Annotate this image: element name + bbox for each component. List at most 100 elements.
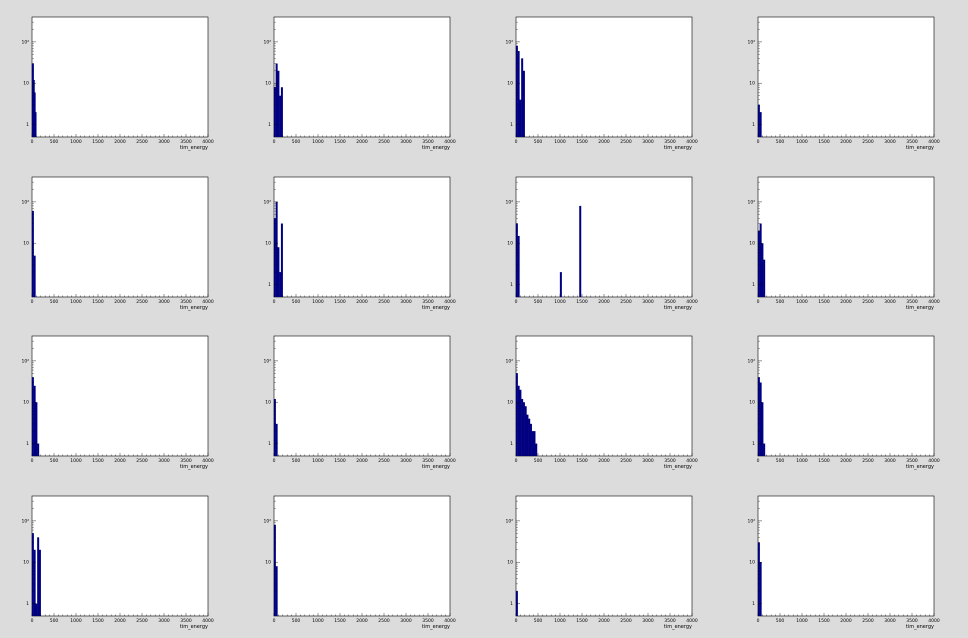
x-tick-label: 1000 xyxy=(312,618,324,624)
x-tick-label: 3000 xyxy=(642,299,654,305)
histogram-bin xyxy=(522,70,525,137)
plot-frame xyxy=(31,495,209,616)
x-tick-label: 0 xyxy=(31,299,34,305)
histogram-bin xyxy=(35,603,38,616)
y-tick-label: 1 xyxy=(26,601,29,607)
x-tick-label: 1000 xyxy=(796,458,808,464)
histogram-bin xyxy=(273,398,276,456)
histogram-pad: 0 500 1000 1500 2000 2500 3000 3500 4000 1 10 10² ti… xyxy=(242,0,484,160)
histogram-bin xyxy=(280,87,283,137)
x-tick-label: 3000 xyxy=(642,458,654,464)
x-tick-label: 4000 xyxy=(444,139,456,145)
x-tick-label: 500 xyxy=(292,618,301,624)
plot-frame xyxy=(757,16,935,138)
x-tick-label: 1500 xyxy=(818,139,830,145)
x-tick-label: 0 xyxy=(273,299,276,305)
histogram-bin xyxy=(757,104,760,137)
x-tick-label: 1500 xyxy=(576,618,588,624)
plot-frame xyxy=(515,495,693,616)
x-tick-label: 1000 xyxy=(312,139,324,145)
x-axis-label: tim_energy xyxy=(422,624,450,630)
y-tick-label: 10² xyxy=(263,518,271,524)
y-tick-label: 10 xyxy=(265,240,271,246)
y-tick-label: 10 xyxy=(265,559,271,565)
x-axis-label: tim_energy xyxy=(664,464,692,470)
x-tick-label: 3000 xyxy=(158,139,170,145)
x-tick-label: 0 xyxy=(273,139,276,145)
x-axis-label: tim_energy xyxy=(906,305,934,311)
plot-frame xyxy=(31,176,209,297)
x-tick-label: 1500 xyxy=(92,299,104,305)
histogram-bin xyxy=(275,423,278,456)
histogram-bin xyxy=(31,210,34,297)
x-axis-label: tim_energy xyxy=(422,145,450,151)
x-tick-label: 0 xyxy=(757,458,760,464)
x-tick-label: 2500 xyxy=(136,299,148,305)
x-tick-label: 3500 xyxy=(664,458,676,464)
histogram-svg: 0 500 1000 1500 2000 2500 3000 3500 4000 1 10 10² ti… xyxy=(747,176,940,311)
x-tick-label: 3000 xyxy=(642,618,654,624)
x-axis-label: tim_energy xyxy=(906,464,934,470)
histogram-bin xyxy=(531,431,534,456)
x-tick-label: 0 xyxy=(515,139,518,145)
histogram-pad: 0 500 1000 1500 2000 2500 3000 3500 4000 1 10 10² ti… xyxy=(0,0,242,160)
x-tick-label: 3000 xyxy=(158,299,170,305)
y-tick-label: 10² xyxy=(505,358,513,364)
histogram-bin xyxy=(33,255,36,297)
x-axis-label: tim_energy xyxy=(664,624,692,630)
x-tick-label: 2500 xyxy=(378,458,390,464)
x-tick-label: 4000 xyxy=(444,458,456,464)
histogram-svg: 0 500 1000 1500 2000 2500 3000 3500 4000 1 10 10² ti… xyxy=(263,176,456,311)
histogram-bin xyxy=(521,398,524,456)
histogram-svg: 0 500 1000 1500 2000 2500 3000 3500 4000 1 10 10² ti… xyxy=(21,16,214,151)
x-tick-label: 1500 xyxy=(334,458,346,464)
histogram-bin xyxy=(759,561,762,616)
y-tick-label: 1 xyxy=(510,122,513,128)
x-tick-label: 500 xyxy=(50,299,59,305)
x-tick-label: 0 xyxy=(31,139,34,145)
histogram-bin xyxy=(761,242,764,297)
histogram-svg: 0 500 1000 1500 2000 2500 3000 3500 4000 10 10² tim… xyxy=(263,495,456,630)
histogram-bin xyxy=(273,217,276,297)
y-tick-label: 10² xyxy=(505,518,513,524)
histogram-bin xyxy=(515,45,518,137)
histogram-bin xyxy=(519,389,522,456)
x-tick-label: 2500 xyxy=(862,618,874,624)
histogram-pad: 0 500 1000 1500 2000 2500 3000 3500 4000 10 10² tim… xyxy=(0,160,242,320)
x-tick-label: 1000 xyxy=(312,458,324,464)
histogram-svg: 0 500 1000 1500 2000 2500 3000 3500 4000 1 10 10² ti… xyxy=(263,335,456,470)
y-tick-label: 10² xyxy=(747,358,755,364)
histogram-bin xyxy=(37,536,40,616)
x-tick-label: 500 xyxy=(292,299,301,305)
histogram-bin xyxy=(277,70,280,137)
x-tick-label: 500 xyxy=(776,139,785,145)
x-tick-label: 3000 xyxy=(884,299,896,305)
histogram-bin xyxy=(757,377,760,456)
y-tick-label: 10² xyxy=(21,358,29,364)
x-tick-label: 3500 xyxy=(906,299,918,305)
x-tick-label: 1000 xyxy=(796,618,808,624)
histogram-bin xyxy=(763,443,766,456)
x-tick-label: 1000 xyxy=(70,458,82,464)
histogram-bin xyxy=(519,99,522,137)
plot-frame xyxy=(31,335,209,457)
plot-frame xyxy=(515,16,693,138)
x-tick-label: 2500 xyxy=(136,458,148,464)
x-tick-label: 4000 xyxy=(202,618,214,624)
x-tick-label: 3500 xyxy=(422,139,434,145)
y-tick-label: 10² xyxy=(505,199,513,205)
y-tick-label: 10 xyxy=(265,81,271,87)
x-axis-label: tim_energy xyxy=(906,145,934,151)
x-tick-label: 2000 xyxy=(356,139,368,145)
x-tick-label: 3000 xyxy=(400,458,412,464)
histogram-svg: 0 500 1000 1500 2000 2500 3000 3500 4000 1 10 10² ti… xyxy=(747,495,940,630)
x-tick-label: 3500 xyxy=(180,618,192,624)
histogram-bin xyxy=(37,443,40,456)
x-tick-label: 4000 xyxy=(686,458,698,464)
x-tick-label: 1500 xyxy=(92,139,104,145)
x-tick-label: 2000 xyxy=(114,139,126,145)
y-tick-label: 10 xyxy=(23,559,29,565)
x-tick-label: 4000 xyxy=(686,618,698,624)
histogram-bin xyxy=(761,402,764,456)
x-tick-label: 3500 xyxy=(906,139,918,145)
